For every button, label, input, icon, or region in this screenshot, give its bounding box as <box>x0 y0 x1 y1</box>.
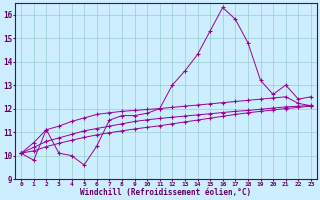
X-axis label: Windchill (Refroidissement éolien,°C): Windchill (Refroidissement éolien,°C) <box>80 188 252 197</box>
